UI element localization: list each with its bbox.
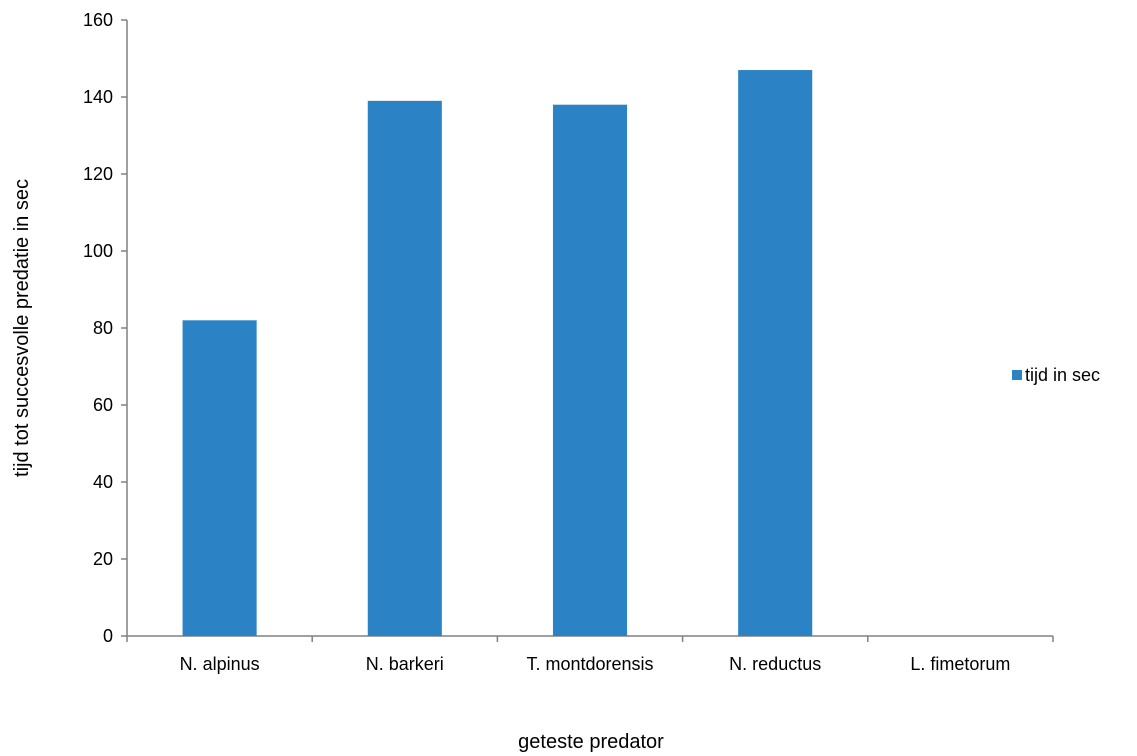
y-tick-label: 100 bbox=[83, 241, 113, 261]
x-tick-label: N. reductus bbox=[729, 654, 821, 674]
legend-swatch bbox=[1012, 370, 1022, 380]
y-tick-label: 140 bbox=[83, 87, 113, 107]
x-axis-title: geteste predator bbox=[518, 731, 664, 753]
y-axis: 0 20 40 60 80 100 120 140 160 bbox=[83, 10, 128, 646]
y-axis-title: tijd tot succesvolle predatie in sec bbox=[11, 179, 33, 477]
legend: tijd in sec bbox=[1012, 365, 1100, 385]
y-tick-label: 80 bbox=[93, 318, 113, 338]
bar bbox=[182, 320, 257, 636]
bars bbox=[182, 70, 813, 637]
y-tick-label: 20 bbox=[93, 549, 113, 569]
legend-label: tijd in sec bbox=[1025, 365, 1100, 385]
x-tick-label: L. fimetorum bbox=[910, 654, 1010, 674]
y-tick-label: 120 bbox=[83, 164, 113, 184]
bar bbox=[552, 104, 628, 636]
x-tick-label: N. alpinus bbox=[180, 654, 260, 674]
bar bbox=[367, 100, 442, 637]
y-tick-label: 160 bbox=[83, 10, 113, 30]
x-axis: N. alpinus N. barkeri T. montdorensis N. re… bbox=[126, 635, 1054, 674]
x-tick-label: N. barkeri bbox=[366, 654, 444, 674]
bar bbox=[738, 70, 813, 637]
x-tick-label: T. montdorensis bbox=[526, 654, 653, 674]
y-tick-label: 0 bbox=[103, 626, 113, 646]
y-tick-label: 40 bbox=[93, 472, 113, 492]
y-tick-label: 60 bbox=[93, 395, 113, 415]
